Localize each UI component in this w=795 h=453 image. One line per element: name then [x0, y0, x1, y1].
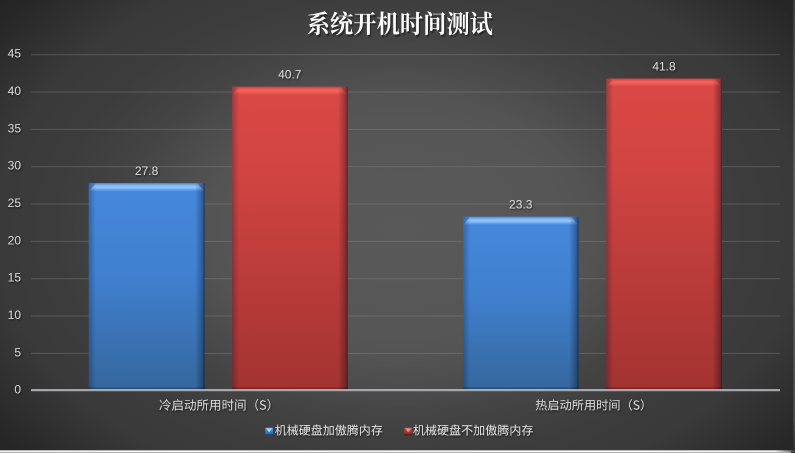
svg-text:0: 0	[14, 383, 21, 397]
svg-text:45: 45	[8, 47, 22, 61]
svg-text:10: 10	[8, 308, 22, 322]
svg-text:30: 30	[8, 159, 22, 173]
svg-text:20: 20	[8, 233, 22, 247]
svg-text:25: 25	[8, 196, 22, 210]
svg-text:40: 40	[8, 84, 22, 98]
svg-text:15: 15	[8, 271, 22, 285]
svg-text:5: 5	[14, 345, 21, 359]
svg-text:41.8: 41.8	[652, 59, 676, 73]
svg-text:23.3: 23.3	[509, 198, 533, 212]
svg-text:35: 35	[8, 121, 22, 135]
svg-text:40.7: 40.7	[278, 68, 302, 82]
svg-text:27.8: 27.8	[135, 164, 159, 178]
